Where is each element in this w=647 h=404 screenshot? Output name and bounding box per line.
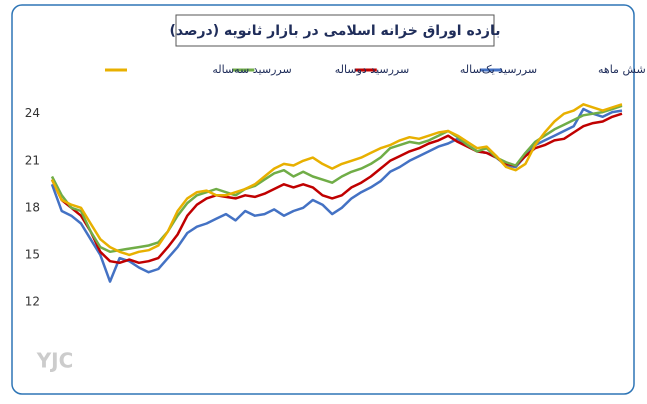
y-tick-label: 21 bbox=[25, 153, 40, 167]
y-tick-label: 18 bbox=[25, 200, 40, 214]
y-tick-label: 24 bbox=[25, 106, 40, 120]
legend-label: سررسید سه‌ساله bbox=[212, 63, 291, 76]
frame bbox=[11, 4, 635, 395]
y-tick-label: 12 bbox=[25, 295, 40, 309]
legend-label: سررسید شش ماهه bbox=[598, 63, 647, 76]
legend-label: سررسید یک‌ساله bbox=[460, 63, 537, 76]
watermark: YJC bbox=[36, 349, 74, 373]
legend-label: سررسید دوساله bbox=[335, 63, 409, 76]
series-line bbox=[50, 104, 623, 254]
title-box bbox=[175, 14, 495, 47]
series-line bbox=[50, 112, 623, 265]
series-line bbox=[50, 103, 623, 257]
y-tick-label: 15 bbox=[25, 247, 40, 261]
chart-title: بازده اوراق خزانه اسلامی در بازار ثانویه… bbox=[169, 23, 500, 39]
